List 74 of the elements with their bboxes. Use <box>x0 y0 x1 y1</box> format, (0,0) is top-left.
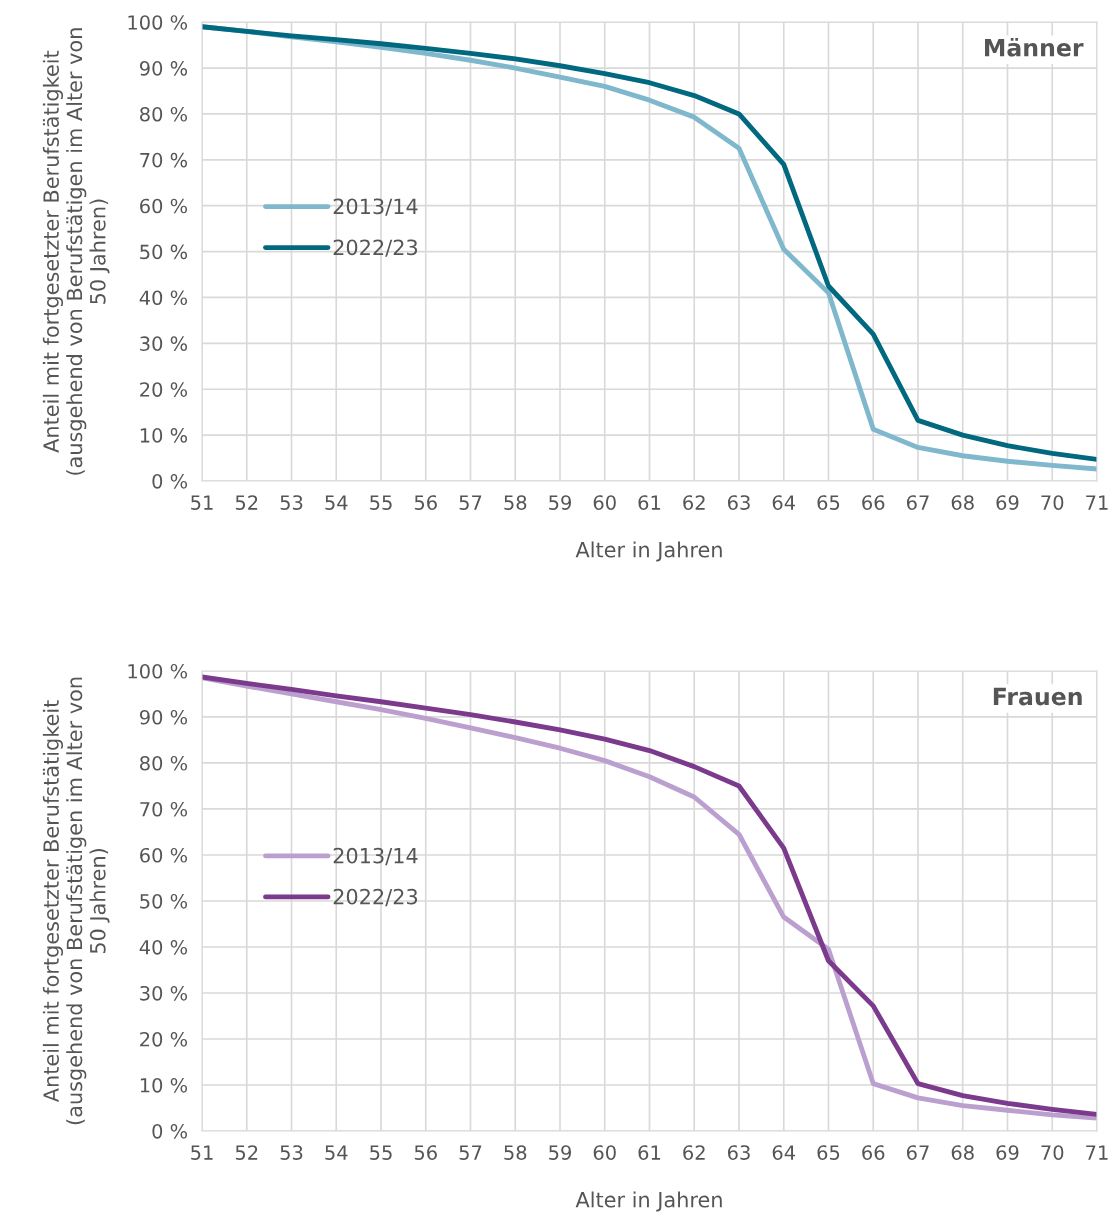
x-tick-label: 59 <box>549 1145 571 1160</box>
x-axis-title: Alter in Jahren <box>575 1191 722 1212</box>
x-tick-label: 52 <box>235 1145 258 1160</box>
x-tick-label: 65 <box>817 495 840 510</box>
x-tick-label: 68 <box>951 1145 974 1160</box>
legend-label: 2022/23 <box>333 888 418 907</box>
y-tick-label: 20 % <box>140 382 188 397</box>
y-tick-label: 0 % <box>152 1123 188 1139</box>
x-tick-label: 58 <box>504 1145 527 1160</box>
y-tick-label: 10 % <box>140 428 188 443</box>
x-tick-label: 58 <box>504 495 527 510</box>
x-tick-label: 53 <box>280 495 303 510</box>
x-tick-label: 57 <box>459 495 482 510</box>
x-tick-label: 54 <box>325 1145 348 1160</box>
y-tick-label: 70 % <box>140 801 188 817</box>
y-tick-label: 30 % <box>140 336 188 351</box>
x-axis-title: Alter in Jahren <box>575 541 722 562</box>
x-tick-label: 67 <box>906 1145 929 1160</box>
y-tick-label: 50 % <box>140 893 188 909</box>
x-tick-label: 66 <box>862 495 885 510</box>
y-tick-label: 90 % <box>139 61 188 76</box>
x-tick-label: 70 <box>1041 1145 1064 1160</box>
legend-label: 2022/23 <box>333 239 418 257</box>
legend-label: 2013/14 <box>333 847 418 866</box>
x-tick-label: 57 <box>459 1145 482 1160</box>
y-tick-label: 100 % <box>128 663 188 679</box>
y-tick-label: 60 % <box>140 847 188 863</box>
x-tick-label: 60 <box>593 1145 616 1160</box>
x-tick-label: 62 <box>683 495 705 510</box>
x-tick-label: 59 <box>549 495 571 510</box>
y-tick-label: 40 % <box>139 939 188 955</box>
x-tick-label: 55 <box>370 495 392 510</box>
x-tick-label: 54 <box>325 495 348 510</box>
x-tick-label: 51 <box>191 495 213 510</box>
x-tick-label: 60 <box>593 495 616 510</box>
x-tick-label: 70 <box>1041 495 1064 510</box>
y-tick-label: 20 % <box>140 1031 188 1047</box>
y-tick-label: 100 % <box>128 15 188 30</box>
x-tick-label: 71 <box>1086 1145 1108 1160</box>
legend-label: 2013/14 <box>333 198 418 216</box>
y-tick-label: 80 % <box>140 755 188 771</box>
x-tick-label: 61 <box>638 495 661 510</box>
x-tick-label: 56 <box>414 495 437 510</box>
text: Männer <box>985 37 1084 57</box>
x-tick-label: 64 <box>772 1145 796 1160</box>
x-tick-label: 69 <box>996 1145 1019 1160</box>
y-axis-title: Anteil mit fortgesetzter Berufstätigkeit (ausgehend von Berufstätigen im Alter von 50 Jahren) <box>42 677 110 1125</box>
y-tick-label: 60 % <box>140 198 188 214</box>
x-tick-label: 56 <box>414 1145 437 1160</box>
x-tick-label: 65 <box>817 1145 840 1160</box>
x-tick-label: 63 <box>727 1145 750 1160</box>
x-tick-label: 67 <box>906 495 929 510</box>
x-tick-label: 51 <box>191 1145 213 1160</box>
y-tick-label: 50 % <box>140 244 188 260</box>
x-tick-label: 66 <box>862 1145 885 1160</box>
x-tick-label: 55 <box>370 1145 392 1160</box>
x-tick-label: 68 <box>951 495 974 510</box>
y-tick-label: 40 % <box>139 290 188 306</box>
y-tick-label: 80 % <box>140 106 188 122</box>
x-tick-label: 63 <box>727 495 750 510</box>
x-tick-label: 64 <box>772 495 796 510</box>
x-tick-label: 62 <box>683 1145 705 1160</box>
x-tick-label: 53 <box>280 1145 303 1160</box>
y-tick-label: 90 % <box>139 709 188 725</box>
x-tick-label: 52 <box>235 495 258 510</box>
y-tick-label: 70 % <box>140 152 188 168</box>
x-tick-label: 61 <box>638 1145 661 1160</box>
y-tick-label: 0 % <box>152 473 188 489</box>
text: Frauen <box>993 687 1082 706</box>
y-axis-title: Anteil mit fortgesetzter Berufstätigkeit (ausgehend von Berufstätigen im Alter von 50 Jahren) <box>42 28 110 475</box>
y-tick-label: 30 % <box>140 985 188 1001</box>
x-tick-label: 69 <box>996 495 1019 510</box>
x-tick-label: 71 <box>1086 495 1108 510</box>
y-tick-label: 10 % <box>140 1077 188 1093</box>
